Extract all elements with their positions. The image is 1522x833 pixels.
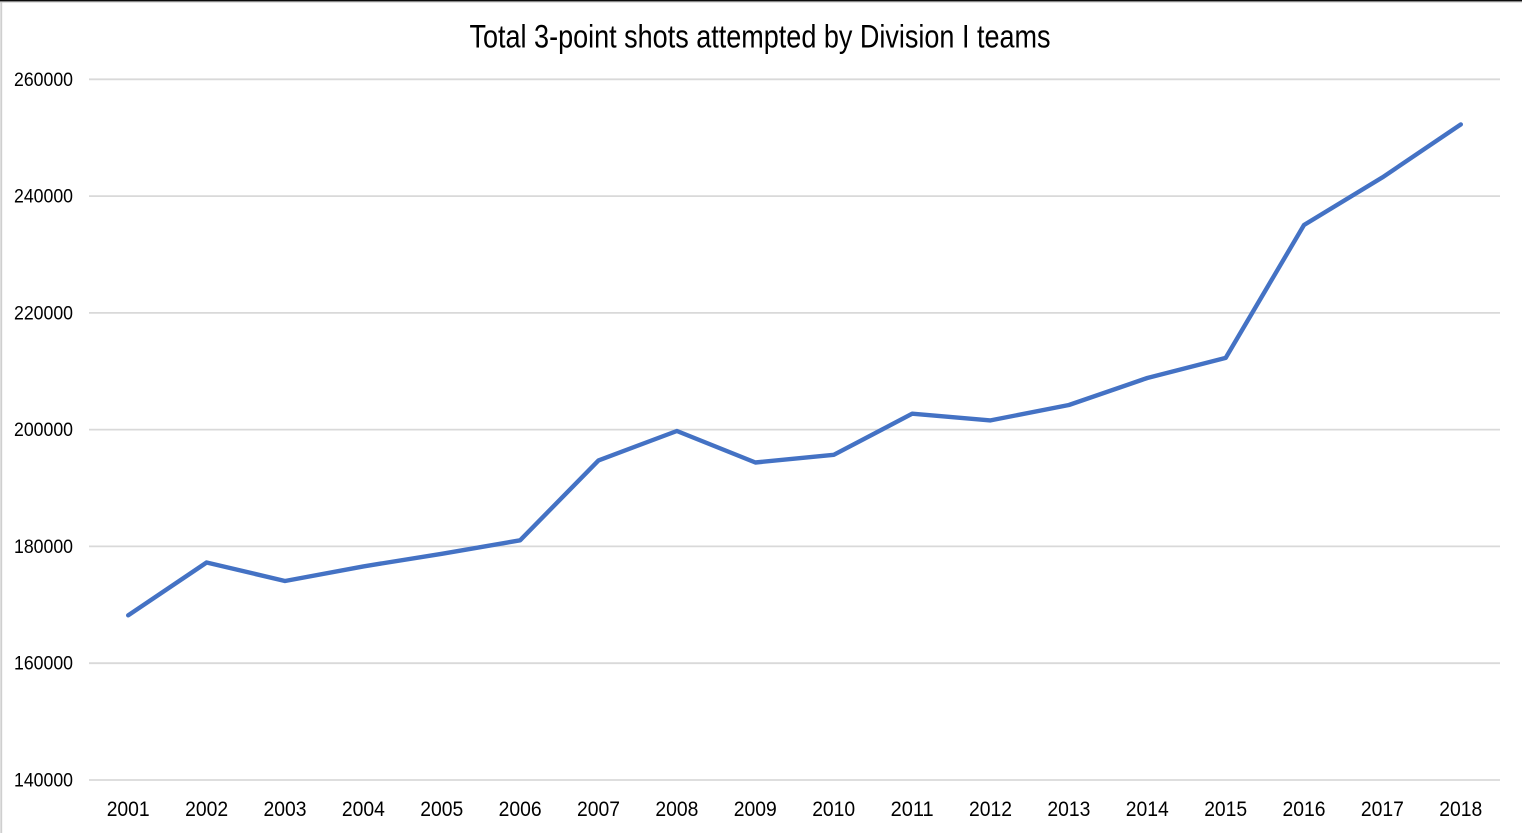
svg-text:2002: 2002 [185, 797, 228, 821]
svg-text:160000: 160000 [14, 654, 73, 675]
svg-text:2013: 2013 [1047, 797, 1090, 821]
svg-text:2005: 2005 [420, 797, 463, 821]
svg-text:2017: 2017 [1361, 797, 1404, 821]
svg-text:2008: 2008 [655, 797, 698, 821]
svg-text:2015: 2015 [1204, 797, 1247, 821]
svg-text:220000: 220000 [14, 304, 73, 325]
svg-text:200000: 200000 [14, 420, 73, 441]
svg-text:2016: 2016 [1283, 797, 1326, 821]
svg-text:2004: 2004 [342, 797, 385, 821]
svg-text:2011: 2011 [891, 797, 934, 821]
svg-text:140000: 140000 [14, 770, 73, 791]
svg-text:2010: 2010 [812, 797, 855, 821]
svg-text:240000: 240000 [14, 187, 73, 208]
svg-text:Total 3-point shots attempted: Total 3-point shots attempted by Divisio… [470, 19, 1051, 55]
svg-text:260000: 260000 [14, 70, 73, 91]
svg-text:180000: 180000 [14, 537, 73, 558]
svg-text:2007: 2007 [577, 797, 620, 821]
svg-text:2012: 2012 [969, 797, 1012, 821]
svg-text:2018: 2018 [1439, 797, 1482, 821]
svg-text:2001: 2001 [107, 797, 150, 821]
svg-text:2003: 2003 [264, 797, 307, 821]
svg-text:2006: 2006 [499, 797, 542, 821]
svg-text:2014: 2014 [1126, 797, 1169, 821]
svg-text:2009: 2009 [734, 797, 777, 821]
